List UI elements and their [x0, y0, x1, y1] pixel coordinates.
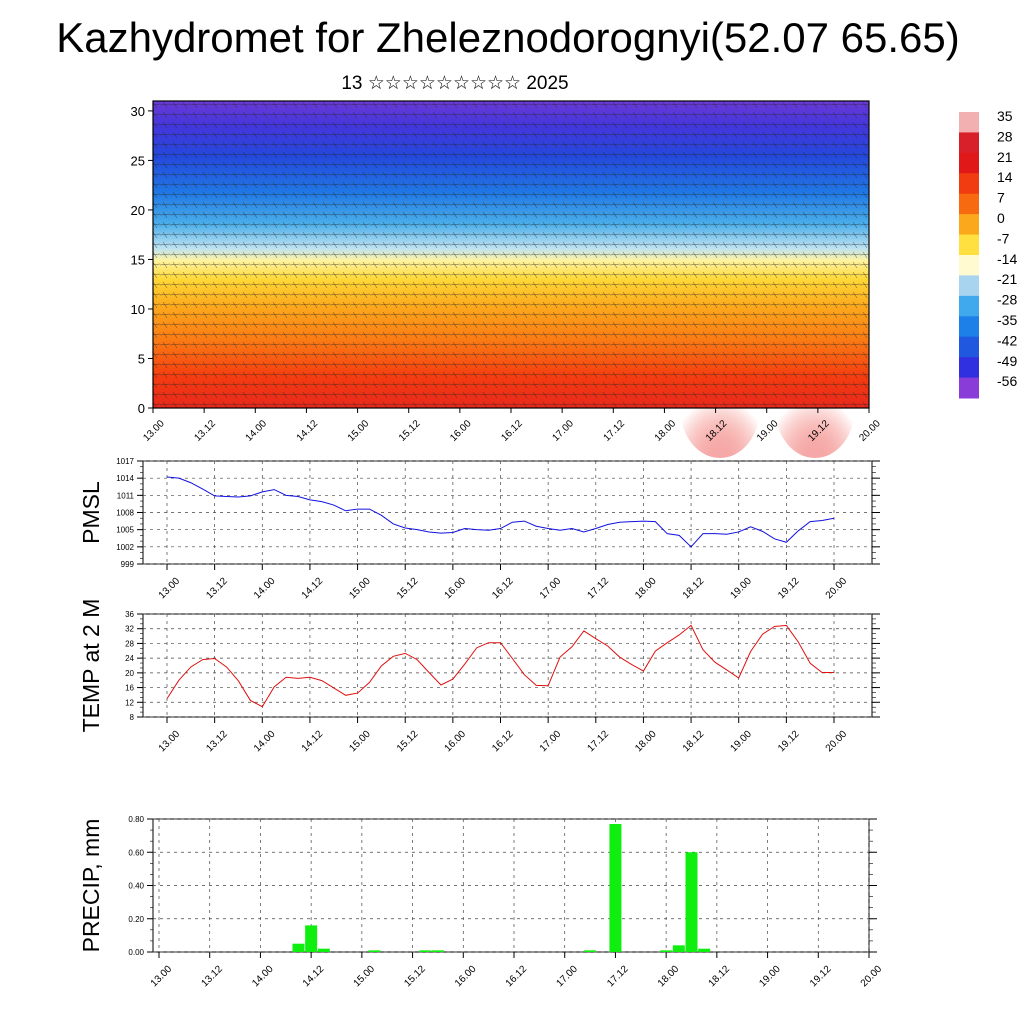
x-tick-label: 13.12 — [192, 418, 218, 444]
y-tick-label: 10 — [131, 302, 145, 317]
page-subtitle: 13 ☆☆☆☆☆☆☆☆☆ 2025 — [341, 73, 569, 94]
colorbar-label: 21 — [997, 149, 1013, 165]
colorbar-swatch — [959, 275, 979, 297]
x-tick-label: 16.00 — [448, 418, 474, 444]
y-tick-label: 0 — [138, 401, 145, 416]
colorbar-swatch — [959, 295, 979, 317]
x-tick-label: 14.12 — [295, 418, 321, 444]
colorbar-label: 28 — [997, 128, 1013, 144]
colorbar-swatch — [959, 357, 979, 379]
x-tick-label: 16.12 — [499, 418, 525, 444]
colorbar-label: 0 — [997, 210, 1005, 226]
colorbar-swatch — [959, 152, 979, 174]
x-tick-label: 20.00 — [857, 418, 883, 444]
colorbar-swatch — [959, 316, 979, 338]
colorbar-swatch — [959, 173, 979, 195]
colorbar-label: -56 — [997, 373, 1017, 389]
y-tick-label: 5 — [138, 351, 145, 366]
x-tick-label: 17.00 — [550, 418, 576, 444]
colorbar-label: 14 — [997, 169, 1013, 185]
x-tick-label: 15.00 — [346, 418, 372, 444]
wind-barb-field — [153, 101, 869, 408]
y-tick-label: 20 — [131, 203, 145, 218]
colorbar-label: 7 — [997, 190, 1005, 206]
colorbar-swatch — [959, 193, 979, 215]
x-tick-label: 17.12 — [602, 418, 628, 444]
colorbar-swatch — [959, 336, 979, 358]
colorbar-swatch — [959, 377, 979, 399]
colorbar-label: 35 — [997, 108, 1013, 124]
colorbar-swatch — [959, 234, 979, 256]
colorbar-swatch — [959, 214, 979, 236]
y-tick-label: 30 — [131, 104, 145, 119]
colorbar-swatch — [959, 112, 979, 133]
colorbar-swatch — [959, 255, 979, 276]
page-title: Kazhydromet for Zheleznodorognyi(52.07 6… — [56, 14, 960, 61]
colorbar-label: -21 — [997, 271, 1017, 287]
x-tick-label: 13.00 — [141, 418, 167, 444]
colorbar-label: -35 — [997, 312, 1017, 328]
colorbar-swatch — [959, 132, 979, 154]
x-tick-label: 15.12 — [397, 418, 423, 444]
y-tick-label: 15 — [131, 252, 145, 267]
y-tick-label: 25 — [131, 153, 145, 168]
colorbar-label: -14 — [997, 251, 1017, 267]
x-tick-label: 18.00 — [653, 418, 679, 444]
colorbar-label: -42 — [997, 332, 1017, 348]
colorbar-label: -28 — [997, 292, 1017, 308]
colorbar-label: -7 — [997, 230, 1010, 246]
colorbar-label: -49 — [997, 353, 1017, 369]
x-tick-label: 14.00 — [244, 418, 270, 444]
